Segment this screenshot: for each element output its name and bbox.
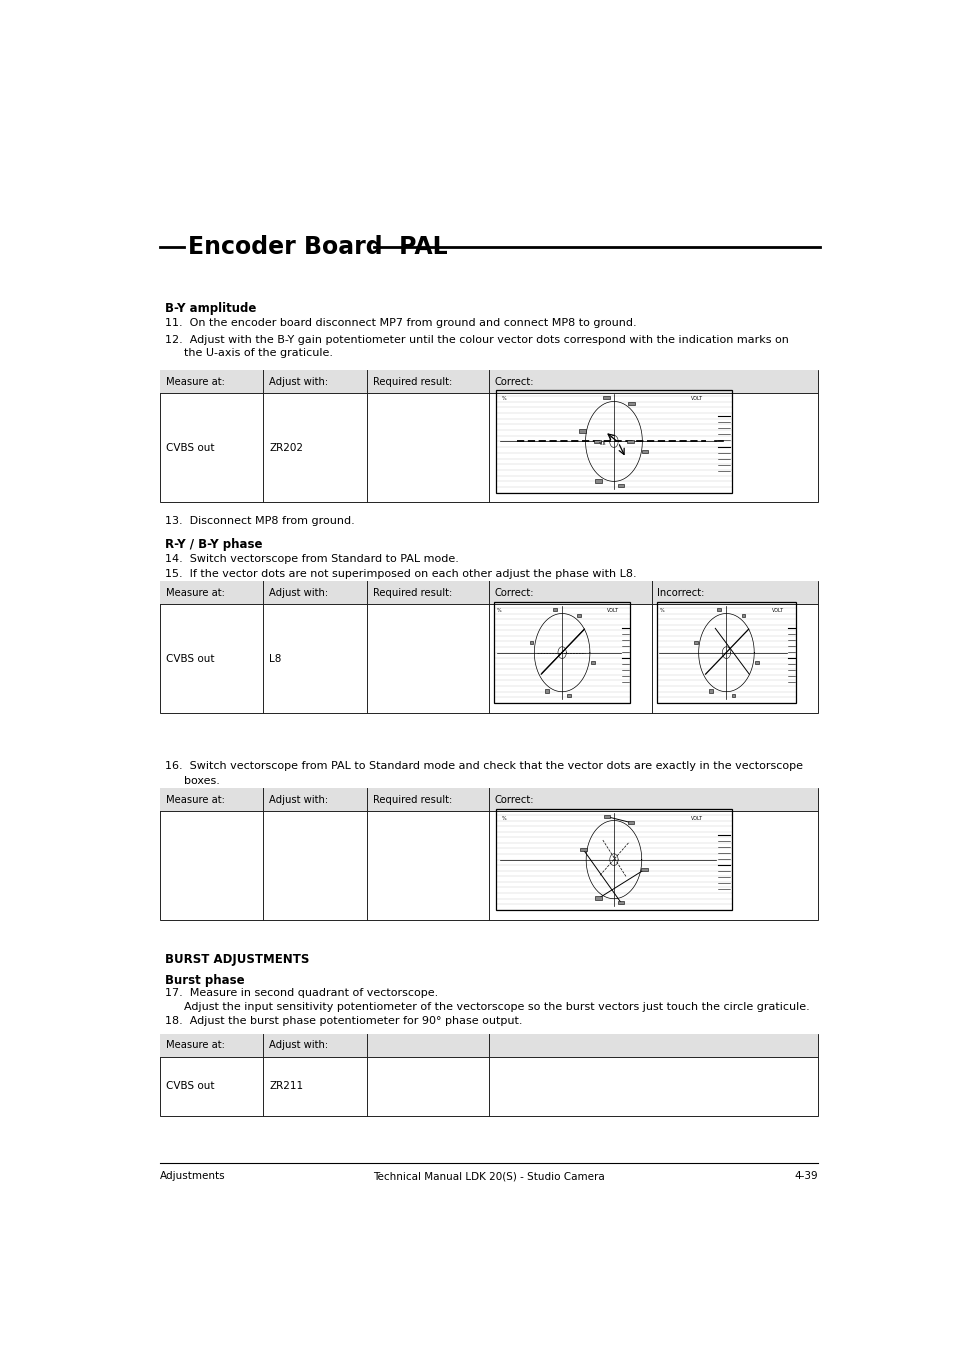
Text: the U-axis of the graticule.: the U-axis of the graticule. <box>183 349 333 358</box>
Bar <box>640 867 647 871</box>
Bar <box>553 608 557 612</box>
Text: 4-39: 4-39 <box>794 1171 817 1181</box>
Bar <box>494 603 630 703</box>
Bar <box>627 401 634 405</box>
Text: %: % <box>501 816 505 820</box>
Text: CVBS out: CVBS out <box>166 654 214 663</box>
Bar <box>693 640 697 644</box>
Bar <box>595 897 601 900</box>
Bar <box>577 613 580 617</box>
Text: Adjust with:: Adjust with: <box>269 1040 328 1050</box>
Bar <box>578 430 585 434</box>
Text: %: % <box>501 396 505 401</box>
Bar <box>160 789 817 920</box>
Bar <box>495 390 732 493</box>
Text: VOLT: VOLT <box>606 608 618 613</box>
Bar <box>754 661 759 665</box>
Text: 17.  Measure in second quadrant of vectorscope.: 17. Measure in second quadrant of vector… <box>165 988 437 998</box>
Text: 11.  On the encoder board disconnect MP7 from ground and connect MP8 to ground.: 11. On the encoder board disconnect MP7 … <box>165 319 636 328</box>
Bar <box>160 789 817 812</box>
Text: CVBS out: CVBS out <box>166 1081 214 1092</box>
Bar <box>567 694 571 697</box>
Text: Adjust the input sensitivity potentiometer of the vectorscope so the burst vecto: Adjust the input sensitivity potentiomet… <box>183 1001 808 1012</box>
Bar <box>590 661 594 665</box>
Bar <box>731 694 735 697</box>
Text: 15.  If the vector dots are not superimposed on each other adjust the phase with: 15. If the vector dots are not superimpo… <box>165 569 636 578</box>
Bar <box>717 608 720 612</box>
Text: YLB: YLB <box>598 442 605 446</box>
Text: Measure at:: Measure at: <box>166 588 225 598</box>
Text: Measure at:: Measure at: <box>166 1040 225 1050</box>
Bar <box>603 396 609 400</box>
Text: Adjust with:: Adjust with: <box>269 377 328 386</box>
Bar <box>626 439 633 443</box>
Text: Measure at:: Measure at: <box>166 794 225 805</box>
Text: Incorrect:: Incorrect: <box>657 588 704 598</box>
Text: ZR211: ZR211 <box>269 1081 303 1092</box>
Bar <box>160 1034 817 1116</box>
Bar <box>160 1034 817 1056</box>
Text: 14.  Switch vectorscope from Standard to PAL mode.: 14. Switch vectorscope from Standard to … <box>165 554 458 565</box>
Text: 13.  Disconnect MP8 from ground.: 13. Disconnect MP8 from ground. <box>165 516 355 526</box>
Text: BURST ADJUSTMENTS: BURST ADJUSTMENTS <box>165 952 309 966</box>
Bar <box>160 581 817 713</box>
Bar <box>495 809 732 909</box>
Text: Required result:: Required result: <box>373 377 452 386</box>
Bar <box>579 848 586 851</box>
Text: Correct:: Correct: <box>495 794 534 805</box>
Bar <box>160 370 817 393</box>
Bar <box>709 689 713 693</box>
Text: ZR202: ZR202 <box>269 443 303 453</box>
Bar <box>618 901 623 904</box>
Text: VOLT: VOLT <box>690 396 702 401</box>
Bar <box>618 484 624 488</box>
Bar <box>529 640 533 644</box>
Bar <box>740 613 744 617</box>
Text: VOLT: VOLT <box>690 816 702 820</box>
Text: L8: L8 <box>269 654 281 663</box>
Text: %: % <box>497 608 501 613</box>
Text: Required result:: Required result: <box>373 794 452 805</box>
Text: 16.  Switch vectorscope from PAL to Standard mode and check that the vector dots: 16. Switch vectorscope from PAL to Stand… <box>165 762 802 771</box>
Text: %: % <box>659 608 664 613</box>
Text: VOLT: VOLT <box>771 608 783 613</box>
Text: Adjust with:: Adjust with: <box>269 588 328 598</box>
Text: 12.  Adjust with the B-Y gain potentiometer until the colour vector dots corresp: 12. Adjust with the B-Y gain potentiomet… <box>165 335 788 345</box>
Text: 18.  Adjust the burst phase potentiometer for 90° phase output.: 18. Adjust the burst phase potentiometer… <box>165 1016 522 1027</box>
Bar <box>656 603 796 703</box>
Bar <box>641 450 648 454</box>
Text: Technical Manual LDK 20(S) - Studio Camera: Technical Manual LDK 20(S) - Studio Came… <box>373 1171 604 1181</box>
Bar <box>627 821 634 824</box>
Bar <box>603 815 610 819</box>
Bar <box>595 480 601 482</box>
Bar <box>160 370 817 503</box>
Text: Encoder Board  PAL: Encoder Board PAL <box>188 235 447 259</box>
Text: boxes.: boxes. <box>183 775 219 786</box>
Text: B-Y amplitude: B-Y amplitude <box>165 301 256 315</box>
Text: Measure at:: Measure at: <box>166 377 225 386</box>
Text: Required result:: Required result: <box>373 588 452 598</box>
Bar <box>594 439 600 443</box>
Text: CVBS out: CVBS out <box>166 443 214 453</box>
Text: Adjustments: Adjustments <box>160 1171 225 1181</box>
Text: Correct:: Correct: <box>495 377 534 386</box>
Text: Adjust with:: Adjust with: <box>269 794 328 805</box>
Bar <box>160 581 817 604</box>
Text: R-Y / B-Y phase: R-Y / B-Y phase <box>165 538 262 551</box>
Text: Burst phase: Burst phase <box>165 974 245 986</box>
Bar <box>544 689 548 693</box>
Text: Correct:: Correct: <box>495 588 534 598</box>
